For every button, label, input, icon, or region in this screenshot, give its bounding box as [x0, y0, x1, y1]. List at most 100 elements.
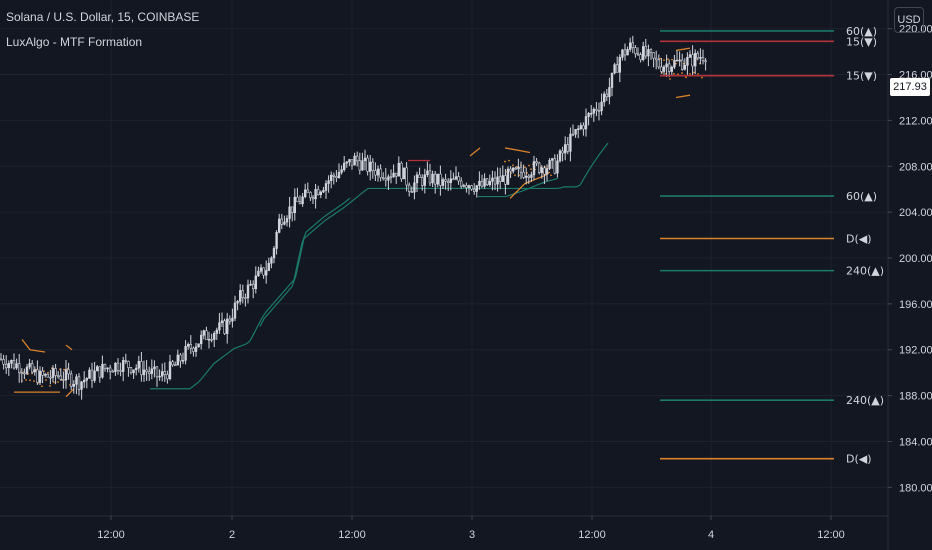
candle-body	[329, 174, 333, 181]
x-tick-label: 12:00	[817, 529, 845, 541]
candle-body	[405, 167, 408, 186]
candle-body	[527, 175, 531, 178]
currency-button[interactable]: USD	[894, 7, 924, 33]
y-tick-label: 188.00	[899, 391, 932, 403]
candle-body	[485, 178, 489, 186]
candle-body	[561, 150, 564, 154]
candle-body	[462, 185, 465, 187]
candle-body	[545, 168, 549, 175]
x-tick-label: 3	[469, 529, 475, 541]
candle-body	[342, 162, 346, 170]
candle-body	[673, 59, 676, 68]
price-axis: 180.00 184.00 188.00 192.00 196.00 200.00 204.…	[887, 0, 932, 550]
y-tick-label: 180.00	[899, 482, 932, 494]
candle-body	[501, 175, 504, 182]
candle-body	[215, 329, 218, 334]
candle-body	[498, 176, 502, 182]
candle-body	[511, 167, 515, 172]
candle-body	[218, 322, 221, 331]
candle-body	[322, 190, 325, 193]
candle-body	[25, 366, 29, 374]
candle-body	[553, 158, 557, 174]
candle-body	[579, 125, 583, 130]
candle-body	[56, 375, 60, 377]
orange-trail-line	[504, 147, 531, 154]
candle-body	[371, 161, 374, 171]
candle-body	[142, 369, 146, 376]
candle-body	[220, 320, 224, 324]
candle-body	[277, 218, 281, 233]
indicator-label[interactable]: LuxAlgo - MTF Formation	[6, 35, 143, 49]
candle-body	[543, 167, 546, 175]
candle-body	[62, 379, 65, 381]
candle-body	[311, 197, 315, 200]
formation-dot	[677, 73, 679, 76]
bull-trail-line	[259, 142, 609, 327]
candle-body	[662, 66, 666, 72]
candle-body	[132, 369, 135, 374]
candle-body	[161, 371, 164, 377]
mtf-level-label: 15(▼)	[846, 70, 877, 83]
candle-body	[210, 338, 213, 341]
candle-body	[623, 49, 627, 56]
candle-body	[129, 367, 133, 374]
candle-body	[657, 59, 661, 68]
formation-dot	[504, 160, 506, 163]
candle-body	[592, 108, 596, 114]
candle-body	[80, 381, 83, 390]
candle-body	[158, 375, 161, 378]
candle-body	[213, 333, 216, 340]
candle-body	[368, 161, 372, 172]
candle-body	[119, 370, 122, 372]
candle-body	[49, 376, 52, 379]
candle-body	[670, 66, 674, 72]
candle-body	[75, 376, 78, 385]
candle-body	[415, 174, 419, 184]
last-price-badge: 217.93	[890, 78, 930, 96]
candle-body	[556, 160, 559, 174]
candle-body	[597, 110, 601, 112]
candle-body	[618, 56, 622, 73]
mtf-level-label: D(◀)	[846, 453, 872, 466]
candle-body	[301, 196, 304, 205]
candle-body	[43, 373, 47, 376]
candle-body	[472, 188, 476, 192]
candle-body	[249, 283, 252, 286]
x-tick-label: 4	[708, 529, 714, 541]
candle-body	[85, 378, 89, 381]
candle-body	[374, 170, 377, 176]
candle-body	[290, 206, 294, 214]
candle-body	[496, 176, 499, 185]
candle-body	[285, 218, 289, 223]
candle-body	[548, 159, 551, 169]
candle-body	[569, 133, 572, 152]
candle-body	[259, 267, 263, 272]
candle-body	[88, 369, 91, 379]
candle-body	[155, 366, 159, 378]
candle-body	[355, 155, 359, 162]
candle-body	[332, 174, 335, 177]
candle-body	[584, 116, 588, 130]
candle-body	[70, 373, 73, 387]
candle-body	[688, 54, 692, 58]
candle-body	[109, 367, 112, 372]
mtf-level-label: 60(▲)	[846, 25, 877, 38]
candle-body	[223, 320, 226, 334]
candle-body	[324, 183, 328, 191]
candle-body	[608, 87, 611, 98]
candle-body	[361, 160, 364, 171]
candle-body	[54, 368, 57, 376]
formation-dot	[29, 379, 31, 382]
candle-body	[532, 161, 536, 176]
candle-body	[517, 166, 520, 170]
candle-body	[246, 284, 250, 299]
candle-body	[262, 267, 265, 276]
candle-body	[522, 171, 525, 178]
candle-body	[296, 196, 299, 203]
candle-body	[381, 177, 385, 179]
candle-body	[483, 178, 486, 187]
candle-body	[576, 128, 580, 131]
candle-body	[192, 347, 195, 352]
candle-body	[647, 49, 650, 57]
